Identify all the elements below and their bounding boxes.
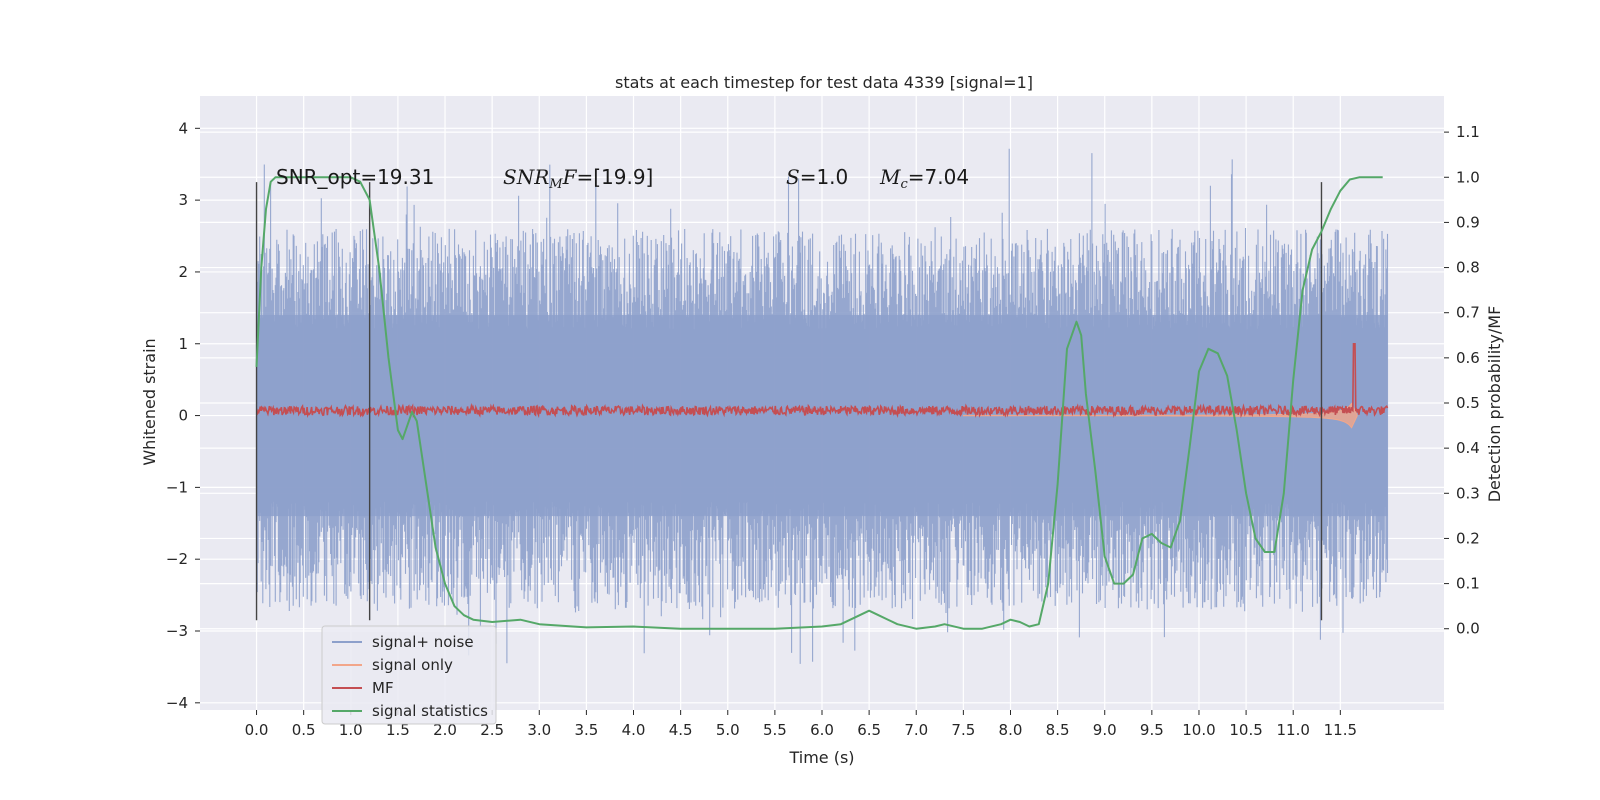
y2-tick-label: 0.6 (1456, 349, 1480, 367)
y-tick-label: 1 (178, 335, 188, 353)
x-tick-label: 8.0 (999, 721, 1023, 739)
y2-tick-label: 0.4 (1456, 439, 1480, 457)
y-tick-label: 4 (178, 119, 188, 137)
annotation-snr-mf: SNRMF=[19.9] (503, 165, 653, 192)
legend-label: signal+ noise (372, 633, 474, 651)
x-axis-label: Time (s) (788, 748, 854, 767)
snr-mf-main: SNR (503, 165, 549, 189)
x-tick-label: 10.5 (1229, 721, 1262, 739)
signal-statistics-series (255, 176, 1383, 630)
y2-axis-label: Detection probability/MF (1485, 306, 1504, 503)
x-tick-label: 8.5 (1046, 721, 1070, 739)
annotation-s: S=1.0 (786, 165, 848, 189)
legend-label: MF (372, 679, 394, 697)
signal-only-series (962, 402, 1358, 429)
x-tick-label: 0.5 (292, 721, 316, 739)
y2-tick-label: 0.2 (1456, 529, 1480, 547)
y-tick-label: −1 (166, 478, 188, 496)
x-tick-label: 11.0 (1277, 721, 1310, 739)
x-tick-label: 7.0 (904, 721, 928, 739)
signal-statistics-line (255, 176, 1383, 630)
mc-value: =7.04 (908, 165, 969, 189)
y-axis-label: Whitened strain (140, 338, 159, 465)
x-tick-label: 3.0 (527, 721, 551, 739)
y2-tick-label: 1.1 (1456, 123, 1480, 141)
y2-tick-label: 0.5 (1456, 394, 1480, 412)
x-tick-label: 9.0 (1093, 721, 1117, 739)
mf-line (255, 343, 1389, 419)
y-tick-label: −4 (166, 694, 188, 712)
x-tick-label: 10.0 (1182, 721, 1215, 739)
y-tick-label: −2 (166, 550, 188, 568)
x-tick-label: 2.0 (433, 721, 457, 739)
snr-mf-letter: F (562, 165, 578, 189)
mf-series (255, 343, 1389, 419)
y2-tick-label: 1.0 (1456, 168, 1480, 186)
x-tick-label: 9.5 (1140, 721, 1164, 739)
x-tick-label: 3.5 (574, 721, 598, 739)
s-main: S (786, 165, 800, 189)
mc-sub: c (900, 177, 908, 192)
x-tick-label: 6.5 (857, 721, 881, 739)
snr-mf-sub: M (548, 177, 563, 192)
y-tick-label: 3 (178, 191, 188, 209)
x-tick-label: 1.5 (386, 721, 410, 739)
x-tick-label: 6.0 (810, 721, 834, 739)
x-axis-ticks: 0.0 0.5 1.0 1.5 2.0 2.5 3.0 3.5 4.0 4.5 5.0 5.5 6.0 6… (245, 710, 1357, 739)
y-tick-label: −3 (166, 622, 188, 640)
x-tick-label: 2.5 (480, 721, 504, 739)
x-tick-label: 4.5 (669, 721, 693, 739)
x-tick-label: 11.5 (1324, 721, 1357, 739)
annotation-snr-opt: SNR_opt=19.31 (276, 165, 434, 189)
mc-main: M (879, 165, 901, 189)
legend: signal+ noise signal only MF signal statist… (321, 625, 497, 725)
y2-tick-label: 0.8 (1456, 259, 1480, 277)
x-tick-label: 5.0 (716, 721, 740, 739)
y-tick-label: 2 (178, 263, 188, 281)
annotation-mc: Mc=7.04 (879, 165, 969, 192)
legend-box (321, 625, 497, 725)
signal-only-envelope (962, 402, 1358, 429)
marker-lines (255, 182, 1323, 621)
chart-title: stats at each timestep for test data 433… (615, 73, 1033, 92)
y-tick-label: 0 (178, 407, 188, 425)
s-value: =1.0 (800, 165, 849, 189)
x-tick-label: 0.0 (245, 721, 269, 739)
x-tick-label: 4.0 (622, 721, 646, 739)
snr-mf-value: =[19.9] (576, 165, 653, 189)
y2-axis-ticks: 1.1 1.0 0.9 0.8 0.7 0.6 0.5 0.4 0.3 0.2 0.1 0.0 (1444, 123, 1480, 638)
x-tick-label: 7.5 (951, 721, 975, 739)
y-axis-ticks: 4 3 2 1 0 −1 −2 −3 −4 (166, 119, 200, 712)
y2-tick-label: 0.3 (1456, 484, 1480, 502)
x-tick-label: 1.0 (339, 721, 363, 739)
y2-tick-label: 0.0 (1456, 620, 1480, 638)
legend-label: signal statistics (372, 702, 488, 720)
y2-tick-label: 0.7 (1456, 304, 1480, 322)
y2-tick-label: 0.9 (1456, 213, 1480, 231)
x-tick-label: 5.5 (763, 721, 787, 739)
y2-tick-label: 0.1 (1456, 575, 1480, 593)
legend-label: signal only (372, 656, 453, 674)
